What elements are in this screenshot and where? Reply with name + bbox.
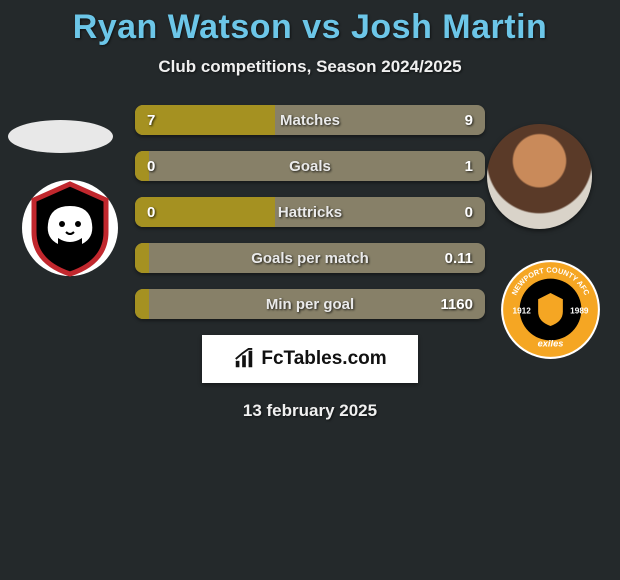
- stat-row: Goals per match0.11: [135, 243, 485, 273]
- page-title: Ryan Watson vs Josh Martin: [0, 0, 620, 47]
- brand-box[interactable]: FcTables.com: [202, 335, 418, 383]
- stat-label: Goals: [135, 151, 485, 181]
- stat-left-value: 7: [147, 105, 155, 135]
- stat-left-value: 0: [147, 151, 155, 181]
- stat-row: Min per goal1160: [135, 289, 485, 319]
- stat-row: Hattricks0 0: [135, 197, 485, 227]
- stat-right-value: 1: [465, 151, 473, 181]
- stat-right-value: 0: [465, 197, 473, 227]
- stat-label: Goals per match: [135, 243, 485, 273]
- stats-container: Matches79Goals01Hattricks00Goals per mat…: [135, 105, 485, 319]
- date-label: 13 february 2025: [0, 401, 620, 421]
- brand-label: FcTables.com: [261, 348, 386, 370]
- stat-right-value: 0.11: [445, 243, 473, 273]
- left-club-badge: [20, 178, 120, 278]
- subtitle: Club competitions, Season 2024/2025: [0, 57, 620, 77]
- svg-text:1989: 1989: [570, 307, 589, 316]
- left-player-avatar: [8, 120, 113, 153]
- stat-right-value: 9: [465, 105, 473, 135]
- stat-right-value: 1160: [440, 289, 473, 319]
- stat-row: Goals0 1: [135, 151, 485, 181]
- stat-label: Matches: [135, 105, 485, 135]
- right-club-badge: NEWPORT COUNTY AFC exiles 1912 1989: [499, 258, 602, 361]
- brand-chart-icon: [233, 348, 255, 370]
- svg-text:1912: 1912: [512, 307, 531, 316]
- svg-text:exiles: exiles: [538, 339, 564, 349]
- stat-row: Matches7 9: [135, 105, 485, 135]
- stat-label: Hattricks: [135, 197, 485, 227]
- stat-left-value: 0: [147, 197, 155, 227]
- right-player-avatar: [487, 124, 592, 229]
- stat-label: Min per goal: [135, 289, 485, 319]
